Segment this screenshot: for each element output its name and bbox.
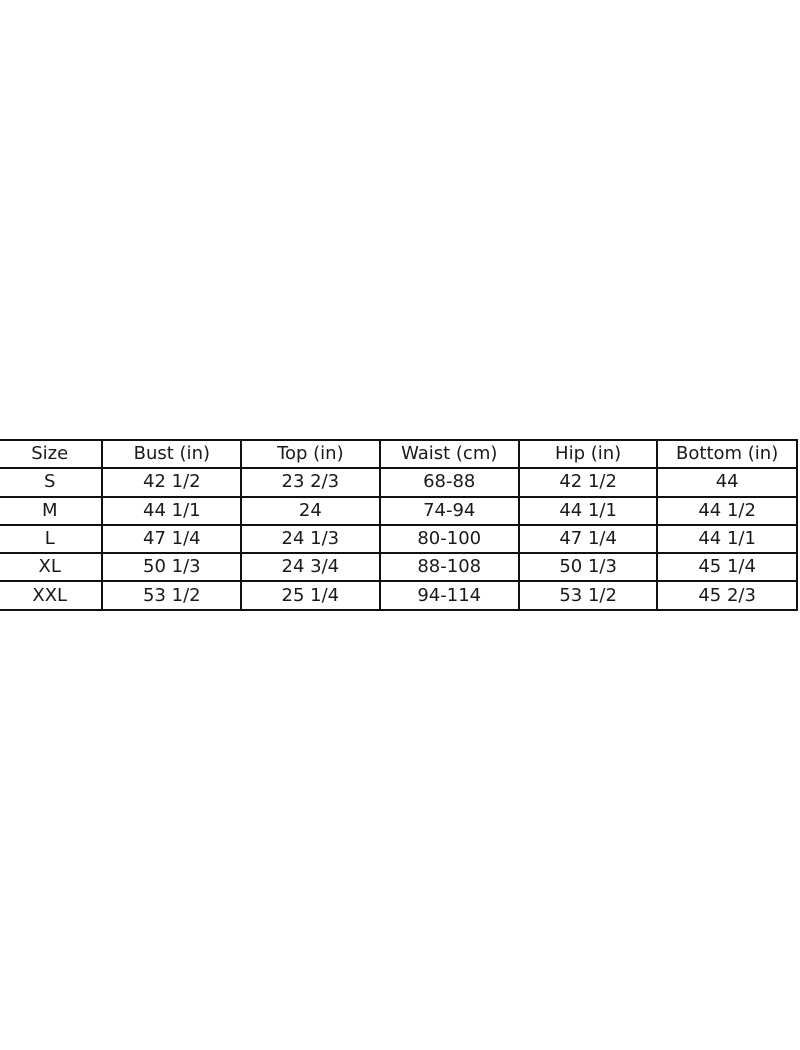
table-cell: 50 1/3 xyxy=(517,552,659,583)
table-cell: 94-114 xyxy=(378,580,520,611)
size-chart-body: Size Bust (in) Top (in) Waist (cm) Hip (in) B… xyxy=(0,438,798,611)
table-cell: 44 1/2 xyxy=(656,495,798,526)
column-header: Bottom (in) xyxy=(656,438,798,470)
header-row: Size Bust (in) Top (in) Waist (cm) Hip (in) B… xyxy=(0,438,798,470)
table-cell: 24 1/3 xyxy=(240,523,381,555)
table-cell: 80-100 xyxy=(378,523,520,555)
table-cell: 25 1/4 xyxy=(240,580,381,611)
table-row: M 44 1/1 24 74-94 44 1/1 44 1/2 xyxy=(0,495,798,526)
table-row: XXL 53 1/2 25 1/4 94-114 53 1/2 45 2/3 xyxy=(0,580,798,611)
size-chart-table: Size Bust (in) Top (in) Waist (cm) Hip (in) B… xyxy=(0,438,798,611)
table-cell: 23 2/3 xyxy=(240,467,381,498)
table-row: L 47 1/4 24 1/3 80-100 47 1/4 44 1/1 xyxy=(0,523,798,555)
column-header: Bust (in) xyxy=(101,438,243,470)
table-cell: S xyxy=(0,467,104,498)
table-cell: XL xyxy=(0,552,104,583)
table-cell: 44 1/1 xyxy=(101,495,243,526)
table-cell: 42 1/2 xyxy=(101,467,243,498)
table-cell: 44 1/1 xyxy=(517,495,659,526)
table-cell: 50 1/3 xyxy=(101,552,243,583)
table-row: XL 50 1/3 24 3/4 88-108 50 1/3 45 1/4 xyxy=(0,552,798,583)
table-cell: 53 1/2 xyxy=(101,580,243,611)
table-cell: 44 xyxy=(656,467,798,498)
table-cell: 45 1/4 xyxy=(656,552,798,583)
column-header: Waist (cm) xyxy=(378,438,520,470)
table-row: S 42 1/2 23 2/3 68-88 42 1/2 44 xyxy=(0,467,798,498)
column-header: Top (in) xyxy=(240,438,381,470)
table-cell: 74-94 xyxy=(378,495,520,526)
table-cell: 47 1/4 xyxy=(101,523,243,555)
table-cell: 68-88 xyxy=(378,467,520,498)
table-cell: XXL xyxy=(0,580,104,611)
column-header: Size xyxy=(0,438,104,470)
table-cell: 53 1/2 xyxy=(517,580,659,611)
column-header: Hip (in) xyxy=(517,438,659,470)
table-cell: M xyxy=(0,495,104,526)
table-cell: 24 3/4 xyxy=(240,552,381,583)
table-cell: 42 1/2 xyxy=(517,467,659,498)
table-cell: 45 2/3 xyxy=(656,580,798,611)
table-cell: 88-108 xyxy=(378,552,520,583)
table-cell: 24 xyxy=(240,495,381,526)
table-cell: L xyxy=(0,523,104,555)
table-cell: 47 1/4 xyxy=(517,523,659,555)
table-cell: 44 1/1 xyxy=(656,523,798,555)
